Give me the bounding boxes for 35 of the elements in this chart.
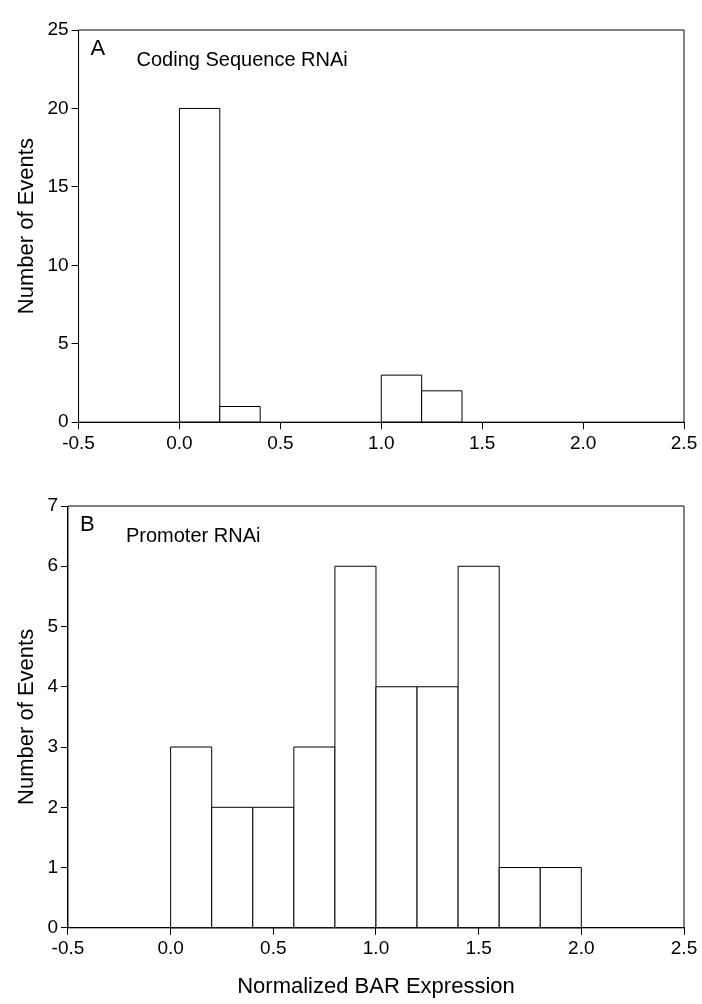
y-tick-label: 4 xyxy=(47,675,59,697)
x-tick-label: 0.5 xyxy=(267,431,294,453)
y-tick-label: 7 xyxy=(47,494,58,516)
y-tick-label: 1 xyxy=(47,855,58,877)
y-tick-label: 6 xyxy=(47,554,58,576)
x-tick-label: 2.0 xyxy=(568,937,595,959)
x-tick-label: 2.0 xyxy=(569,431,597,453)
annotation: Coding Sequence RNAi xyxy=(136,47,348,70)
y-axis-title: Number of Events xyxy=(13,628,39,805)
x-tick-label: 1.5 xyxy=(465,937,492,959)
x-tick-label: 1.0 xyxy=(368,431,395,453)
y-tick-label: 2 xyxy=(47,795,58,817)
x-tick-label: 0.5 xyxy=(260,937,287,959)
y-tick-label: 10 xyxy=(47,253,69,275)
y-tick-label: 20 xyxy=(47,96,69,118)
x-tick-label: -0.5 xyxy=(62,431,95,453)
y-tick-label: 0 xyxy=(47,916,58,938)
x-tick-label: 1.5 xyxy=(468,431,496,453)
y-tick-label: 5 xyxy=(57,331,69,353)
y-tick-label: 25 xyxy=(47,18,69,40)
y-axis-title: Number of Events xyxy=(13,138,39,315)
annotation: B xyxy=(79,511,95,537)
x-tick-label: 2.5 xyxy=(670,431,698,453)
y-tick-label: 5 xyxy=(47,614,58,636)
x-tick-label: 2.5 xyxy=(670,937,698,959)
y-tick-label: 15 xyxy=(47,175,69,197)
x-axis-title: Normalized BAR Expression xyxy=(237,972,515,998)
y-tick-label: 0 xyxy=(57,410,69,432)
y-tick-label: 3 xyxy=(47,735,58,757)
x-tick-label: 0.0 xyxy=(166,431,193,453)
annotation: A xyxy=(90,35,106,61)
x-tick-label: 1.0 xyxy=(362,937,390,959)
x-tick-label: 0.0 xyxy=(157,937,184,959)
annotation: Promoter RNAi xyxy=(125,523,261,546)
x-tick-label: -0.5 xyxy=(51,937,85,959)
